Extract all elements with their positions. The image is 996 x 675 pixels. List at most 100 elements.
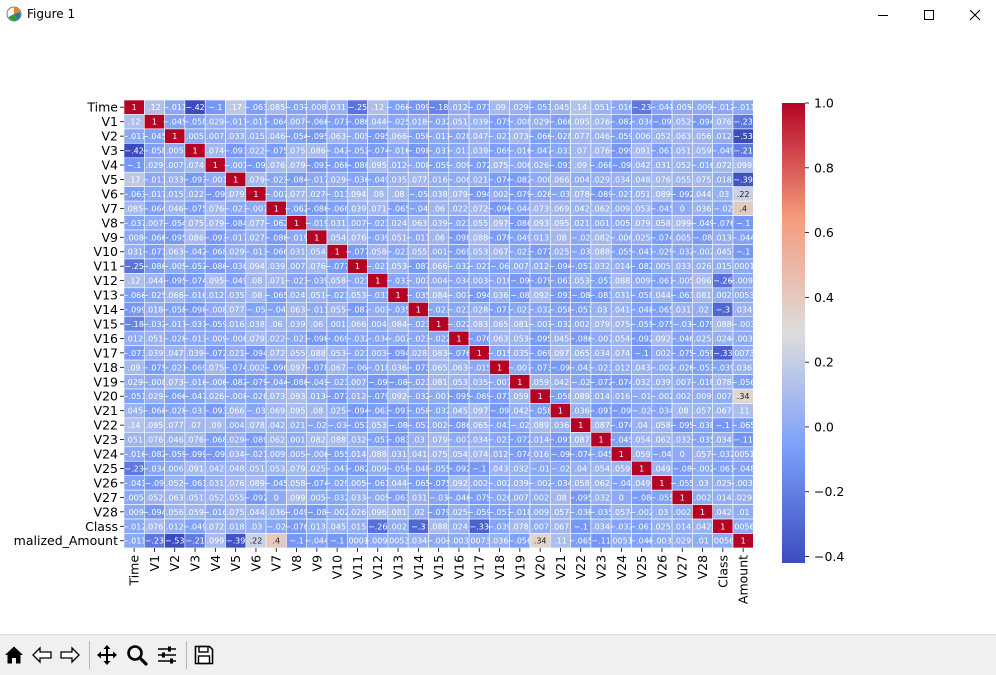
heatmap-cell-label: −.039	[487, 522, 512, 531]
heatmap-cell-label: −.093	[183, 175, 208, 184]
heatmap-cell-label: .072	[714, 161, 732, 170]
heatmap-cell-label: .007	[146, 219, 164, 228]
heatmap-cell-label: .042	[552, 378, 570, 387]
toolbar-separator	[186, 641, 187, 669]
y-tick-label: V19	[94, 374, 119, 389]
heatmap-cell-label: .063	[450, 363, 468, 372]
heatmap-cell-label: −.18	[429, 103, 448, 112]
heatmap-cell-label: −.08	[693, 233, 712, 242]
heatmap-cell-label: .009	[267, 450, 285, 459]
heatmap-cell-label: .03	[656, 508, 669, 517]
heatmap-cell-label: .026	[694, 262, 712, 271]
maximize-button[interactable]	[906, 0, 952, 30]
heatmap-cell-label: −.066	[548, 118, 573, 127]
maximize-icon	[924, 10, 934, 20]
heatmap-cell-label: −.002	[690, 248, 715, 257]
pan-button[interactable]	[94, 642, 120, 668]
x-tick-label: V14	[411, 555, 426, 580]
heatmap-cell-label: −.026	[528, 190, 553, 199]
save-button[interactable]	[191, 642, 217, 668]
x-tick-label: V26	[654, 555, 669, 580]
heatmap-cell-label: −.09	[368, 378, 387, 387]
heatmap-cell-label: .099	[673, 219, 691, 228]
heatmap-cell-label: −.075	[650, 320, 675, 329]
heatmap-cell-label: −.01	[632, 392, 651, 401]
heatmap-cell-label: 1	[578, 421, 583, 430]
forward-button[interactable]	[57, 642, 83, 668]
heatmap-cell-label: −.046	[670, 334, 695, 343]
heatmap-cell-label: −.009	[447, 161, 472, 170]
heatmap-cell-label: −.043	[487, 421, 512, 430]
heatmap-cell-label: .059	[633, 450, 651, 459]
x-tick-label: Amount	[736, 555, 751, 604]
heatmap-cell-label: −.066	[528, 132, 553, 141]
colorbar	[782, 103, 805, 563]
heatmap-cell-label: 1	[720, 522, 725, 531]
heatmap-cell-label: −.074	[609, 378, 634, 387]
figure-canvas[interactable]: 1.12 −.011 −.42 −.1.17 −.063.085 −.037 −.0087.…	[0, 30, 996, 634]
zoom-button[interactable]	[124, 642, 150, 668]
x-tick-label: V19	[512, 555, 527, 580]
heatmap-cell-label: .056	[166, 508, 184, 517]
heatmap-cell-label: .034	[612, 175, 630, 184]
heatmap-cell-label: −.006	[508, 161, 533, 170]
heatmap-cell-label: .34	[534, 537, 547, 546]
heatmap-cell-label: .051	[247, 464, 265, 473]
minimize-button[interactable]	[860, 0, 906, 30]
heatmap-cell-label: .091	[186, 464, 204, 473]
heatmap-cell-label: .025	[653, 522, 671, 531]
heatmap-cell-label: −.066	[386, 103, 411, 112]
close-button[interactable]	[952, 0, 996, 30]
heatmap-cell-label: .089	[653, 190, 671, 199]
heatmap-cell-label: .024	[288, 291, 306, 300]
heatmap-cell-label: .088	[592, 248, 610, 257]
heatmap-cell-label: −.3	[411, 522, 425, 531]
heatmap-cell-label: .045	[552, 103, 570, 112]
y-tick-label: V4	[101, 158, 118, 173]
heatmap-cell-label: −.091	[548, 436, 573, 445]
heatmap-cell-label: −.02	[510, 421, 529, 430]
y-tick-label: V1	[101, 114, 118, 129]
heatmap-cell-label: 1	[416, 306, 421, 315]
heatmap-cell-label: −.016	[609, 103, 634, 112]
colorbar-tick-label: 0.2	[814, 355, 834, 370]
heatmap-cell-label: −.084	[223, 219, 248, 228]
heatmap-cell-label: −.0087	[302, 103, 332, 112]
heatmap-cell-label: 1	[700, 508, 705, 517]
heatmap-cell-label: −.078	[487, 233, 512, 242]
heatmap-cell-label: −.04	[652, 450, 671, 459]
heatmap-cell-label: −.065	[386, 204, 411, 213]
heatmap-cell-label: −.006	[609, 233, 634, 242]
heatmap-cell-label: .09	[128, 363, 141, 372]
y-tick-label: V24	[94, 447, 119, 462]
heatmap-cell-label: .039	[186, 349, 204, 358]
heatmap-cell-label: .029	[146, 161, 164, 170]
back-button[interactable]	[29, 642, 55, 668]
heatmap-cell-label: 1	[436, 320, 441, 329]
heatmap-cell-label: .025	[450, 508, 468, 517]
heatmap-cell-label: .01	[737, 508, 750, 517]
heatmap-cell-label: .021	[227, 349, 245, 358]
heatmap-cell-label: −.044	[731, 233, 756, 242]
heatmap-cell-label: −.093	[305, 161, 330, 170]
x-tick-label: V20	[533, 555, 548, 580]
heatmap-cell-label: .044	[653, 291, 671, 300]
heatmap-cell-label: .094	[247, 262, 265, 271]
heatmap-cell-label: .079	[227, 190, 245, 199]
heatmap-cell-label: −.032	[447, 262, 472, 271]
heatmap-cell-label: .066	[430, 262, 448, 271]
heatmap-cell-label: −.006	[223, 334, 248, 343]
heatmap-cell-label: −.023	[447, 306, 472, 315]
heatmap-cell-label: −.083	[386, 436, 411, 445]
x-tick-label: Class	[715, 555, 730, 588]
heatmap-cell-label: .063	[409, 219, 427, 228]
heatmap-cell-label: −.092	[244, 493, 269, 502]
heatmap-cell-label: .033	[166, 175, 184, 184]
heatmap-cell-label: .04	[574, 464, 587, 473]
heatmap-cell-label: .088	[328, 436, 346, 445]
home-button[interactable]	[1, 642, 27, 668]
heatmap-cell-label: −.066	[264, 248, 289, 257]
heatmap-cell-label: .012	[206, 291, 224, 300]
configure-subplots-button[interactable]	[154, 642, 180, 668]
heatmap-cell-label: .031	[206, 479, 224, 488]
